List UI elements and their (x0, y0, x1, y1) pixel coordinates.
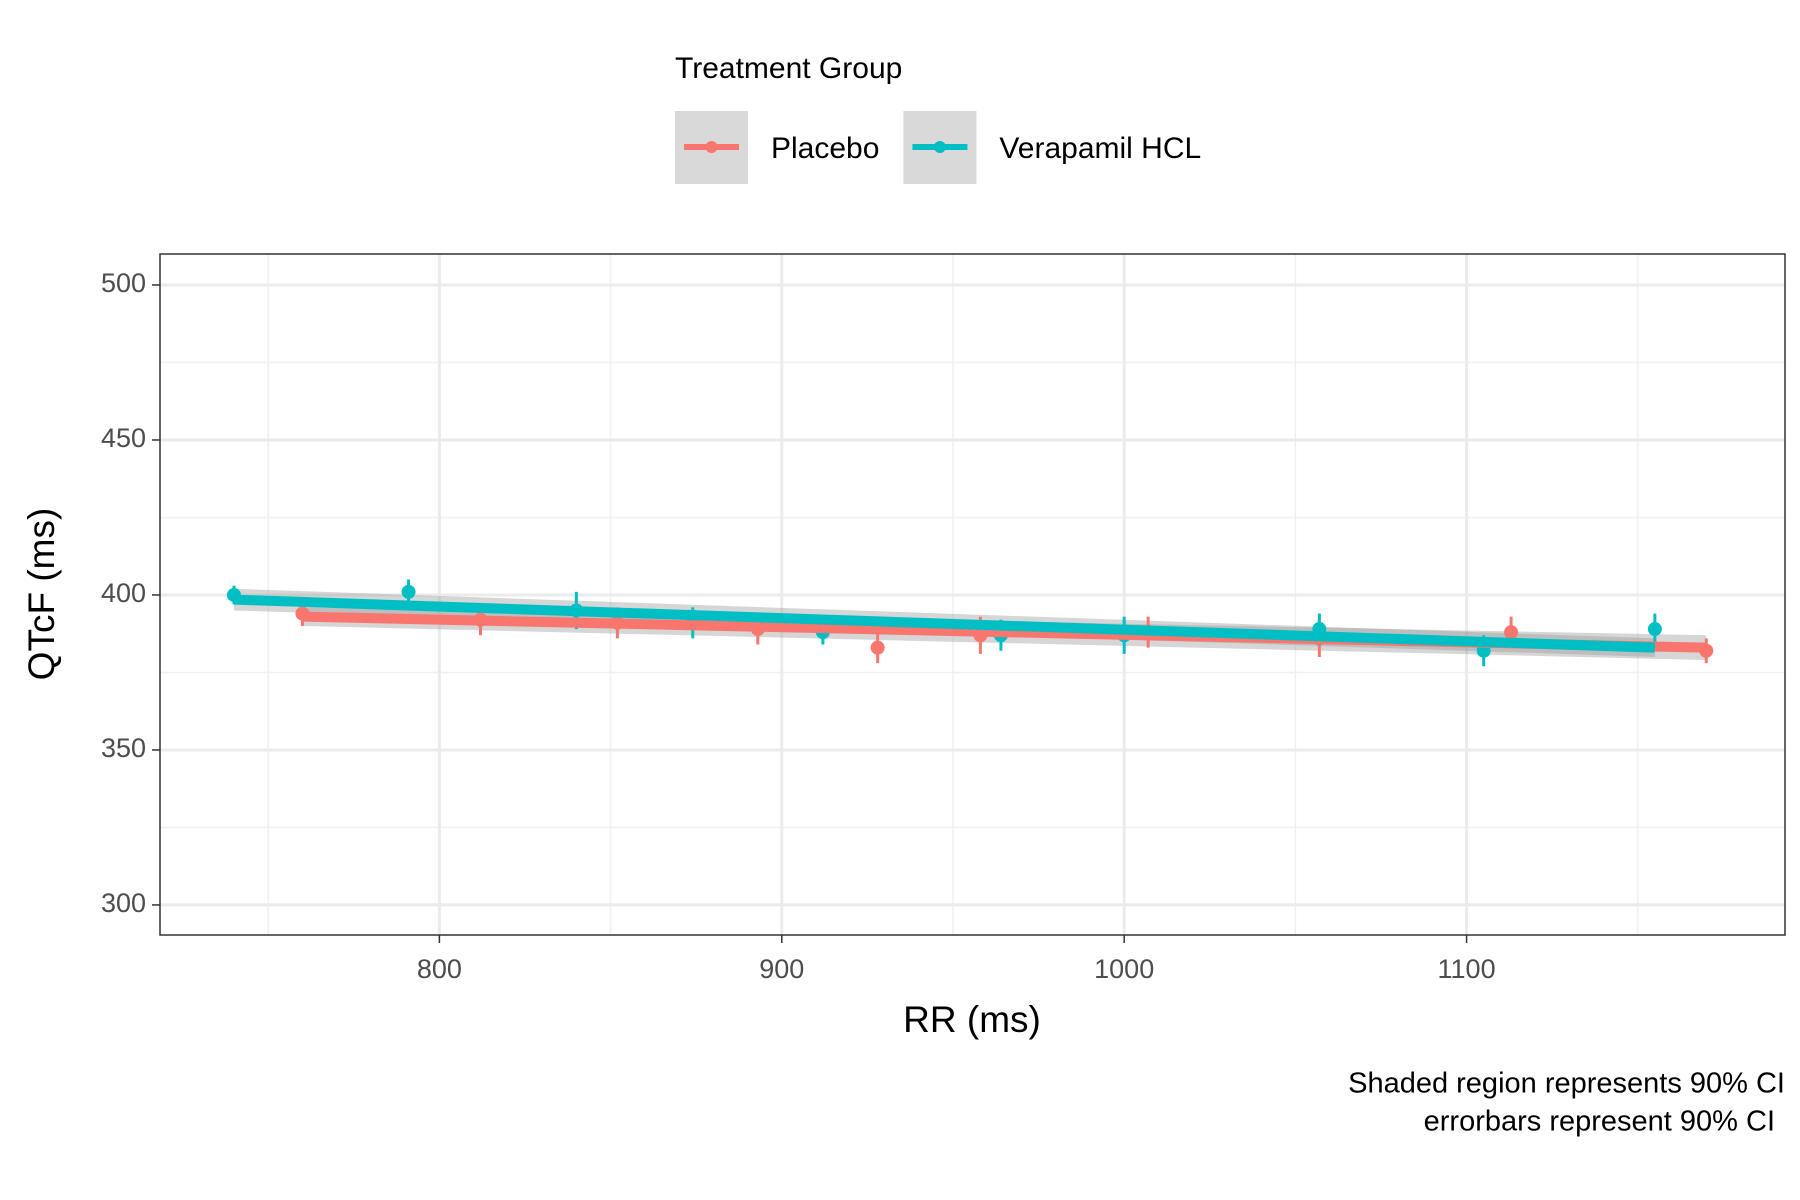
x-tick-label: 800 (417, 954, 462, 984)
fit-line (233, 594, 1656, 653)
y-tick-label: 500 (101, 268, 146, 298)
y-axis-title: QTcF (ms) (21, 508, 62, 681)
x-tick-label: 900 (759, 954, 804, 984)
x-axis-title: RR (ms) (903, 999, 1041, 1040)
legend-title: Treatment Group (675, 52, 902, 85)
legend-item: Placebo (675, 111, 879, 184)
caption: errorbars represent 90% CI (1424, 1106, 1775, 1138)
y-tick-label: 350 (101, 733, 146, 763)
legend-item: Verapamil HCL (903, 111, 1201, 184)
point (401, 584, 416, 599)
point (870, 640, 885, 655)
x-tick-label: 1000 (1094, 954, 1154, 984)
y-tick-label: 450 (101, 423, 146, 453)
legend-label: Verapamil HCL (999, 132, 1201, 165)
legend-label: Placebo (771, 132, 879, 165)
point (1504, 625, 1519, 640)
plot-border (159, 253, 1786, 936)
point (1647, 622, 1662, 637)
legend-swatch (705, 141, 718, 153)
caption: Shaded region represents 90% CI (1348, 1068, 1785, 1100)
y-tick-label: 300 (101, 888, 146, 918)
x-tick-label: 1100 (1438, 954, 1496, 984)
legend-swatch (933, 141, 946, 153)
y-tick-label: 400 (101, 578, 146, 608)
